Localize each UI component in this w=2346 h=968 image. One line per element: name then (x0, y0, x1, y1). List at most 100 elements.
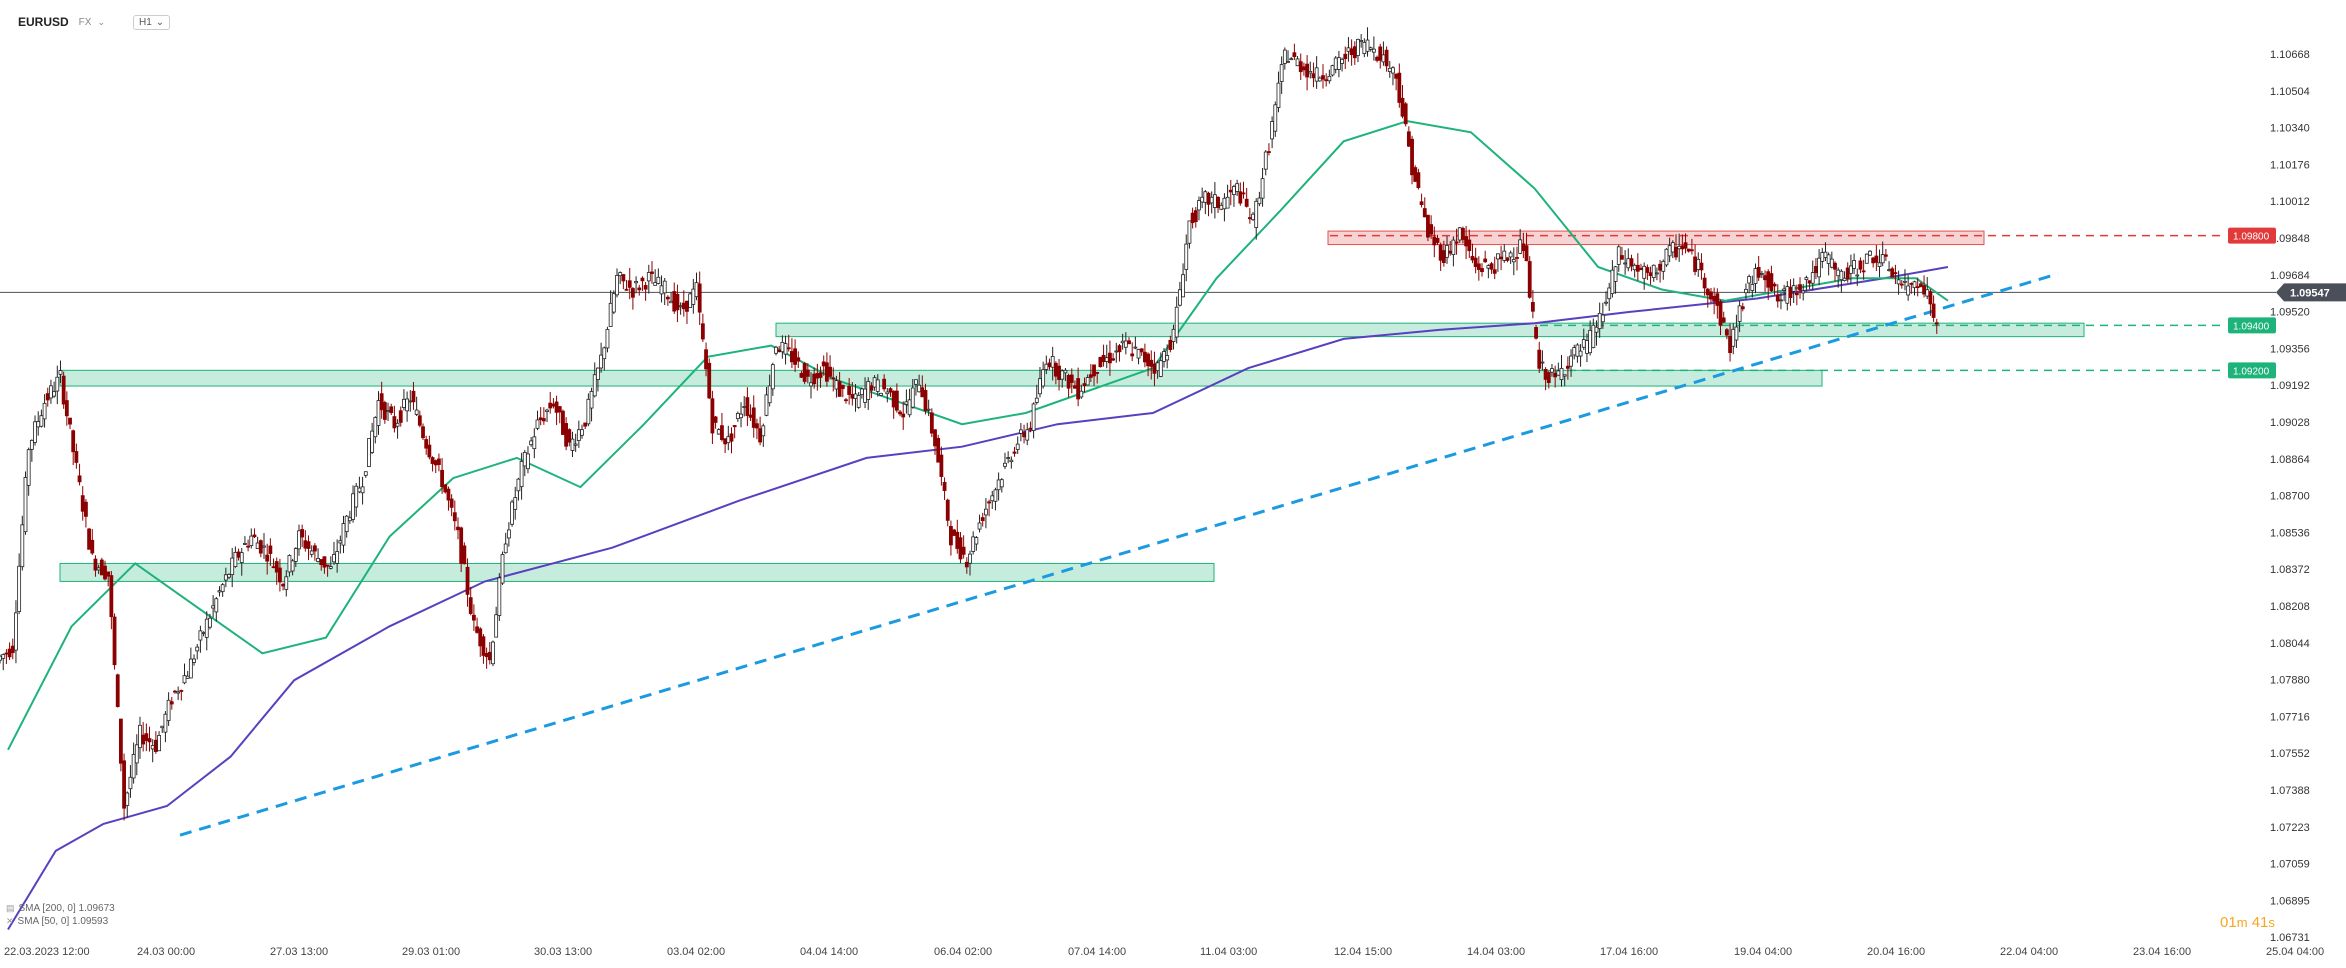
candle-body (503, 543, 508, 554)
candle-body (1470, 256, 1475, 261)
candle-body (1623, 262, 1628, 265)
candle-body (1292, 52, 1297, 58)
candle-body (138, 724, 142, 749)
candle-body (20, 524, 25, 568)
candle-body (990, 495, 995, 502)
candle-body (977, 522, 982, 530)
candle-body (131, 754, 136, 779)
candle-body (344, 515, 349, 533)
candle-body (354, 485, 359, 508)
candle-body (1235, 183, 1240, 192)
candle-body (1597, 312, 1602, 330)
candle-body (923, 390, 928, 412)
settings-icon[interactable]: ▤ (6, 903, 15, 913)
candle-body (1667, 245, 1672, 257)
candle-body (246, 545, 251, 548)
candle-body (1518, 239, 1523, 254)
candle-body (84, 501, 88, 517)
candle-body (1044, 363, 1049, 370)
candle-body (1006, 457, 1011, 459)
candle-body (1903, 280, 1907, 283)
candle-body (1686, 248, 1691, 252)
candle-body (26, 449, 31, 486)
close-icon[interactable]: ✕ (6, 916, 14, 926)
candle-body (694, 282, 699, 298)
candle-body (1426, 214, 1430, 238)
candle-body (1139, 348, 1144, 353)
candle-body (812, 373, 817, 385)
candle-body (68, 417, 72, 425)
candle-body (500, 554, 505, 584)
candle-body (1629, 258, 1634, 267)
candle-body (42, 402, 47, 420)
x-tick-label: 20.04 16:00 (1867, 946, 1925, 958)
candle-body (1038, 378, 1042, 395)
candle-body (1782, 288, 1787, 291)
candle-body (198, 630, 203, 641)
candle-body (1883, 254, 1888, 257)
candle-body (1880, 254, 1885, 264)
y-tick-label: 1.10012 (2270, 196, 2310, 208)
timeframe-select[interactable]: H1 ⌄ (133, 14, 171, 30)
sma50-line[interactable] (7, 120, 1949, 751)
candle-body (147, 738, 152, 743)
candle-body (1499, 256, 1503, 260)
candle-body (510, 501, 514, 525)
candle-body (122, 760, 126, 809)
candle-body (471, 614, 476, 621)
candle-body (424, 439, 429, 449)
support-zone[interactable] (59, 562, 1215, 582)
candle-body (227, 574, 231, 578)
candle-body (33, 421, 37, 443)
candle-body (1591, 324, 1596, 349)
candle-body (856, 395, 861, 408)
candle-body (1489, 263, 1494, 270)
candle-body (1384, 49, 1389, 67)
x-tick-label: 24.03 00:00 (137, 946, 195, 958)
candle-body (643, 285, 648, 290)
candle-body (274, 561, 279, 573)
candle-body (681, 302, 686, 310)
candle-body (802, 363, 807, 382)
candle-body (1562, 374, 1567, 377)
candle-body (1839, 270, 1844, 281)
candle-body (576, 429, 581, 441)
trendline[interactable] (179, 272, 2059, 837)
chevron-down-icon[interactable]: ⌄ (97, 16, 105, 27)
timer-minutes: 01 (2220, 914, 2237, 931)
candle-body (1511, 259, 1516, 263)
candle-body (195, 646, 200, 652)
candle-body (284, 576, 289, 590)
candle-body (440, 469, 444, 488)
candle-body (1810, 272, 1815, 284)
candle-body (373, 417, 378, 438)
candle-body (1254, 200, 1259, 228)
symbol-label[interactable]: EURUSD (18, 15, 69, 29)
candle-body (1209, 196, 1214, 204)
candle-body (1785, 286, 1790, 304)
candle-body (1435, 238, 1440, 243)
sma50-label: SMA [50, 0] 1.09593 (17, 916, 109, 927)
candle-body (1849, 265, 1853, 274)
candle-body (627, 280, 632, 288)
candle-body (160, 725, 165, 729)
candle-body (1486, 265, 1491, 269)
candle-body (840, 384, 845, 389)
resistance-zone[interactable] (1327, 230, 1985, 246)
candle-body (678, 305, 683, 308)
candle-body (1515, 257, 1519, 259)
candle-body (1505, 257, 1510, 261)
candle-body (1197, 200, 1201, 211)
y-tick-label: 1.09356 (2270, 343, 2310, 355)
timer-m: m (2236, 915, 2248, 930)
candle-body (1034, 397, 1039, 403)
legend-row-sma50[interactable]: ✕ SMA [50, 0] 1.09593 (6, 915, 115, 928)
candle-body (634, 281, 638, 284)
candle-body (1, 654, 6, 659)
candle-body (859, 388, 864, 396)
candle-body (805, 369, 810, 377)
sma200-line[interactable] (7, 266, 1949, 931)
candle-body (1868, 250, 1872, 256)
legend-row-sma200[interactable]: ▤ SMA [200, 0] 1.09673 (6, 902, 115, 915)
